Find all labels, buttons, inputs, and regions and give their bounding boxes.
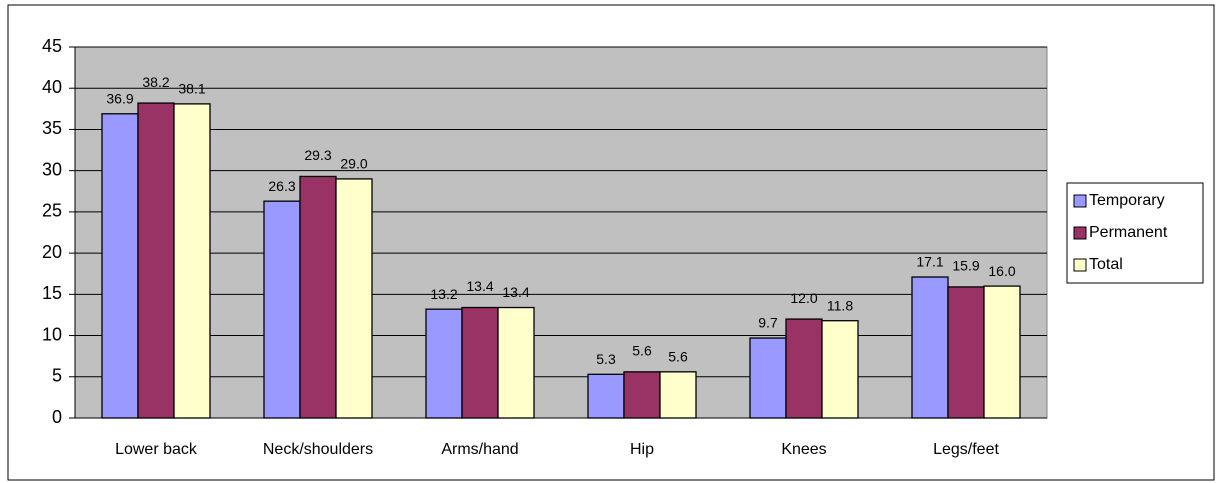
legend-box bbox=[1066, 182, 1204, 284]
bar bbox=[263, 200, 301, 419]
data-label: 38.2 bbox=[142, 74, 169, 90]
x-tick-label: Arms/hand bbox=[441, 441, 518, 458]
data-label: 36.9 bbox=[106, 90, 133, 106]
data-label: 13.4 bbox=[466, 278, 493, 294]
data-label: 9.7 bbox=[758, 315, 778, 331]
legend-swatch bbox=[1073, 226, 1087, 240]
y-tick-label: 25 bbox=[42, 201, 62, 221]
data-label: 13.4 bbox=[502, 284, 529, 300]
data-label: 16.0 bbox=[988, 263, 1015, 279]
legend-label: Total bbox=[1089, 256, 1123, 273]
bar bbox=[461, 306, 499, 419]
x-tick-label: Hip bbox=[630, 441, 654, 458]
bar bbox=[659, 371, 697, 419]
bar bbox=[497, 306, 535, 419]
y-tick-label: 15 bbox=[42, 283, 62, 303]
bar bbox=[749, 337, 787, 419]
data-label: 26.3 bbox=[268, 178, 295, 194]
bar bbox=[947, 286, 985, 419]
bar bbox=[299, 175, 337, 419]
y-tick-label: 10 bbox=[42, 324, 62, 344]
data-label: 13.2 bbox=[430, 286, 457, 302]
data-label: 15.9 bbox=[952, 258, 979, 274]
y-tick-label: 30 bbox=[42, 159, 62, 179]
bar bbox=[335, 178, 373, 419]
bar bbox=[785, 318, 823, 419]
x-tick-label: Knees bbox=[781, 441, 826, 458]
data-label: 29.3 bbox=[304, 147, 331, 163]
y-tick-label: 35 bbox=[42, 118, 62, 138]
bar bbox=[983, 285, 1021, 419]
y-tick-label: 5 bbox=[52, 366, 62, 386]
x-tick-label: Legs/feet bbox=[933, 441, 999, 458]
bar bbox=[425, 308, 463, 419]
data-label: 29.0 bbox=[340, 156, 367, 172]
bar bbox=[137, 102, 175, 419]
legend-label: Temporary bbox=[1089, 192, 1165, 209]
y-tick-label: 20 bbox=[42, 242, 62, 262]
bar bbox=[821, 320, 859, 419]
bar bbox=[101, 113, 139, 419]
bar bbox=[587, 373, 625, 419]
data-label: 12.0 bbox=[790, 290, 817, 306]
legend-swatch bbox=[1073, 194, 1087, 208]
bar bbox=[911, 276, 949, 419]
data-label: 11.8 bbox=[827, 297, 853, 313]
x-tick-label: Lower back bbox=[115, 441, 198, 458]
bar bbox=[623, 371, 661, 419]
legend-swatch bbox=[1073, 258, 1087, 272]
y-tick-label: 0 bbox=[52, 407, 62, 427]
plot-area bbox=[74, 46, 1048, 419]
legend-label: Permanent bbox=[1089, 224, 1168, 241]
data-label: 5.6 bbox=[632, 343, 652, 359]
x-tick-label: Neck/shoulders bbox=[263, 441, 373, 458]
data-label: 17.1 bbox=[916, 254, 943, 270]
y-tick-label: 45 bbox=[42, 36, 62, 56]
data-label: 5.3 bbox=[596, 351, 616, 367]
y-tick-label: 40 bbox=[42, 77, 62, 97]
data-label: 38.1 bbox=[178, 81, 205, 97]
bar bbox=[173, 103, 211, 419]
data-label: 5.6 bbox=[668, 349, 688, 365]
